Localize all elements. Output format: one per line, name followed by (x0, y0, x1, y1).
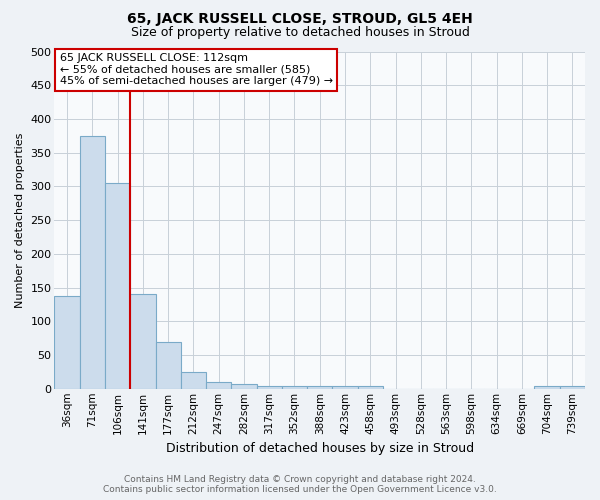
Text: Size of property relative to detached houses in Stroud: Size of property relative to detached ho… (131, 26, 469, 39)
Bar (560, 386, 585, 389)
Bar (358, 386, 383, 389)
Bar (535, 386, 560, 389)
Text: 65 JACK RUSSELL CLOSE: 112sqm
← 55% of detached houses are smaller (585)
45% of : 65 JACK RUSSELL CLOSE: 112sqm ← 55% of d… (60, 53, 333, 86)
Bar (130, 294, 155, 389)
Text: 65, JACK RUSSELL CLOSE, STROUD, GL5 4EH: 65, JACK RUSSELL CLOSE, STROUD, GL5 4EH (127, 12, 473, 26)
Bar (232, 384, 257, 389)
Bar (80, 136, 105, 389)
Bar (282, 386, 307, 389)
Bar (55, 296, 80, 389)
Bar (155, 342, 181, 389)
Bar (181, 372, 206, 389)
Y-axis label: Number of detached properties: Number of detached properties (15, 132, 25, 308)
Bar (257, 386, 282, 389)
Bar (332, 386, 358, 389)
X-axis label: Distribution of detached houses by size in Stroud: Distribution of detached houses by size … (166, 442, 474, 455)
Bar (206, 382, 232, 389)
Text: Contains HM Land Registry data © Crown copyright and database right 2024.
Contai: Contains HM Land Registry data © Crown c… (103, 474, 497, 494)
Bar (307, 386, 332, 389)
Bar (105, 183, 130, 389)
